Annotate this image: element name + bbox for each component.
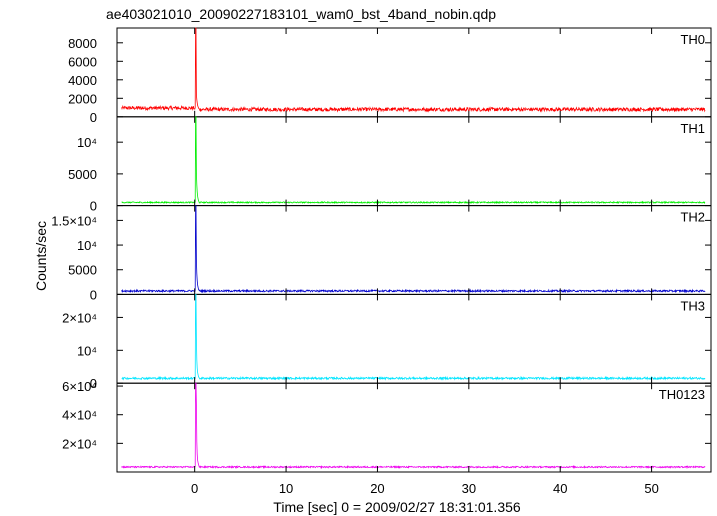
y-tick-label: 4×10⁴	[62, 408, 97, 423]
panel-frame	[116, 116, 712, 207]
series-line-th3	[121, 293, 706, 381]
y-tick-label: 2×10⁴	[62, 310, 97, 325]
y-tick-label: 8000	[68, 36, 97, 51]
series-line-th0123	[121, 382, 706, 470]
panel-label: TH0123	[659, 387, 705, 402]
panel-label: TH0	[680, 32, 705, 47]
panel-label: TH3	[680, 298, 705, 313]
series-line-th2	[121, 205, 706, 294]
chart-title: ae403021010_20090227183101_wam0_bst_4ban…	[106, 6, 496, 22]
panel-label: TH2	[680, 210, 705, 225]
y-tick-label: 5000	[68, 167, 97, 182]
y-tick-label: 0	[90, 110, 97, 125]
series-line-th1	[121, 116, 706, 205]
y-tick-label: 6000	[68, 54, 97, 69]
panel-th0: 0 2000 4000 6000 8000 TH0	[68, 27, 712, 125]
y-axis-label: Counts/sec	[33, 221, 49, 291]
y-tick-label: 10⁴	[77, 238, 97, 253]
panel-frame	[116, 382, 712, 473]
y-tick-label: 5000	[68, 263, 97, 278]
x-tick-label: 10	[279, 481, 293, 496]
panel-frame	[116, 293, 712, 384]
panel-label: TH1	[680, 121, 705, 136]
y-tick-label: 1.5×10⁴	[51, 213, 97, 228]
x-tick-label: 0	[191, 481, 198, 496]
panel-th2: 0 5000 10⁴ 1.5×10⁴ TH2	[51, 205, 712, 302]
panel-th0123: 2×10⁴ 4×10⁴ 6×10⁴ TH0123	[62, 379, 712, 473]
y-tick-label: 0	[90, 199, 97, 214]
y-tick-label: 4000	[68, 73, 97, 88]
x-tick-label: 20	[370, 481, 384, 496]
y-tick-label: 2×10⁴	[62, 436, 97, 451]
x-axis-label: Time [sec] 0 = 2009/02/27 18:31:01.356	[273, 499, 521, 515]
x-tick-label: 30	[462, 481, 476, 496]
series-line-th0	[121, 27, 706, 113]
panel-frame	[116, 27, 712, 118]
y-tick-label: 0	[90, 287, 97, 302]
y-tick-label: 0	[90, 376, 97, 391]
x-tick-label: 50	[644, 481, 658, 496]
y-tick-label: 2000	[68, 91, 97, 106]
y-tick-label: 6×10⁴	[62, 379, 97, 394]
panel-frame	[116, 205, 712, 295]
y-tick-label: 10⁴	[77, 135, 97, 150]
y-tick-label: 10⁴	[77, 343, 97, 358]
panel-th3: 0 10⁴ 2×10⁴ TH3	[62, 293, 712, 391]
x-tick-label: 40	[553, 481, 567, 496]
panel-th1: 0 5000 10⁴ TH1	[68, 116, 712, 214]
